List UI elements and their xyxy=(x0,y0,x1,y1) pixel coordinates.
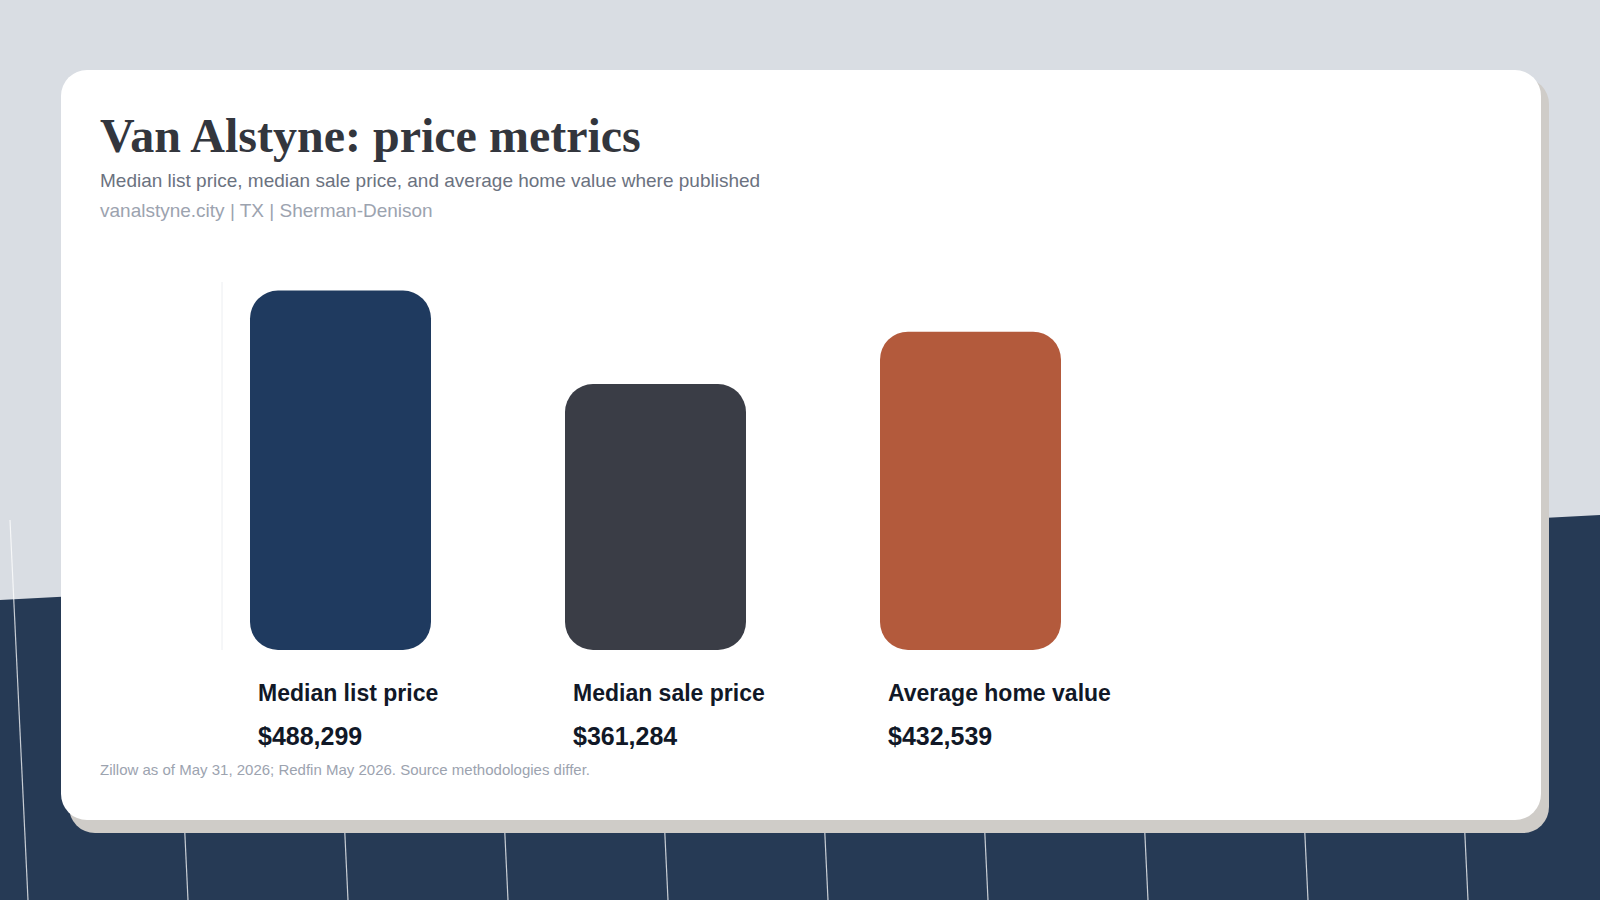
bars xyxy=(250,291,1061,650)
subtitle: Median list price, median sale price, an… xyxy=(100,170,760,191)
bar xyxy=(250,291,431,650)
data-label: $432,539 xyxy=(888,722,992,750)
title: Van Alstyne: price metrics xyxy=(100,109,641,162)
background-line xyxy=(10,520,28,900)
y-axis xyxy=(222,282,223,650)
data-label: $488,299 xyxy=(258,722,362,750)
card xyxy=(61,70,1541,820)
data-label: $361,284 xyxy=(573,722,677,750)
category-label: Average home value xyxy=(888,680,1111,706)
source-line: vanalstyne.city | TX | Sherman-Denison xyxy=(100,200,433,221)
category-label: Median list price xyxy=(258,680,438,706)
footnote: Zillow as of May 31, 2026; Redfin May 20… xyxy=(100,761,590,778)
bar xyxy=(880,332,1061,650)
bar xyxy=(565,384,746,650)
chart-root: Van Alstyne: price metrics Median list pr… xyxy=(0,0,1600,900)
category-label: Median sale price xyxy=(573,680,765,706)
background xyxy=(0,0,1600,900)
